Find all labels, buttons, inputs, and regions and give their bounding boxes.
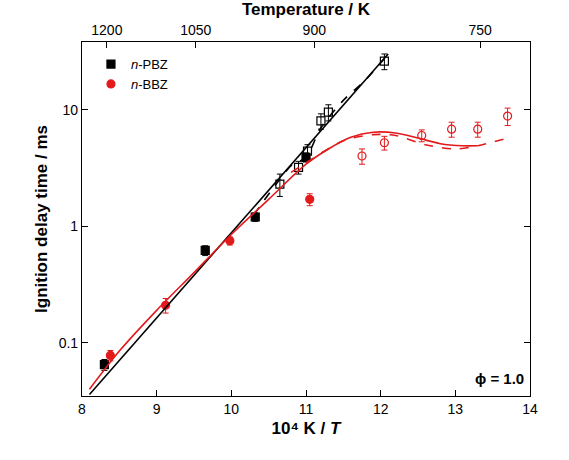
svg-text:n-BBZ: n-BBZ: [131, 77, 168, 92]
svg-text:ϕ = 1.0: ϕ = 1.0: [475, 370, 524, 387]
svg-text:13: 13: [448, 401, 464, 417]
svg-text:10: 10: [63, 102, 79, 118]
svg-text:Ignition delay time / ms: Ignition delay time / ms: [32, 125, 51, 313]
svg-text:14: 14: [522, 401, 538, 417]
svg-text:750: 750: [469, 22, 493, 38]
svg-text:1200: 1200: [91, 22, 122, 38]
svg-text:11: 11: [299, 401, 314, 417]
svg-text:Temperature / K: Temperature / K: [242, 0, 371, 19]
svg-text:12: 12: [373, 401, 389, 417]
svg-text:8: 8: [78, 401, 86, 417]
svg-text:n-PBZ: n-PBZ: [131, 57, 168, 72]
svg-text:9: 9: [153, 401, 161, 417]
svg-text:0.1: 0.1: [59, 335, 79, 351]
svg-text:10: 10: [224, 401, 240, 417]
svg-text:1: 1: [70, 218, 78, 234]
svg-text:900: 900: [303, 22, 327, 38]
svg-text:10⁴ K / T: 10⁴ K / T: [272, 419, 343, 438]
svg-text:1050: 1050: [180, 22, 211, 38]
